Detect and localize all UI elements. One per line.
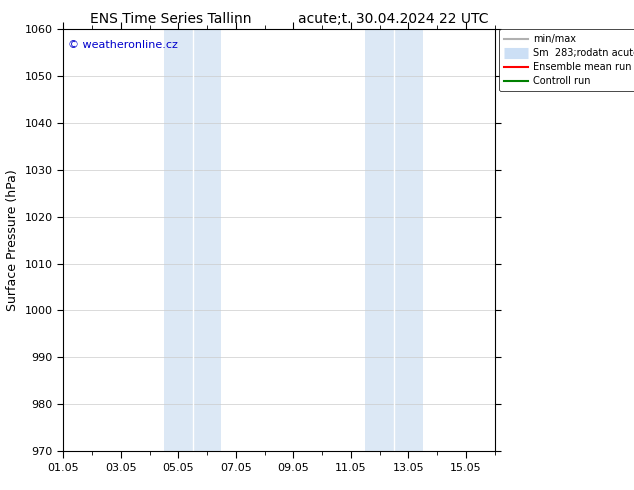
Text: ENS Time Series Tallinn: ENS Time Series Tallinn: [91, 12, 252, 26]
Text: © weatheronline.cz: © weatheronline.cz: [68, 40, 178, 50]
Bar: [365, 29, 423, 451]
Text: acute;t. 30.04.2024 22 UTC: acute;t. 30.04.2024 22 UTC: [298, 12, 488, 26]
Legend: min/max, Sm  283;rodatn acute; odchylka, Ensemble mean run, Controll run: min/max, Sm 283;rodatn acute; odchylka, …: [499, 29, 634, 91]
Y-axis label: Surface Pressure (hPa): Surface Pressure (hPa): [6, 169, 19, 311]
Bar: [164, 29, 221, 451]
